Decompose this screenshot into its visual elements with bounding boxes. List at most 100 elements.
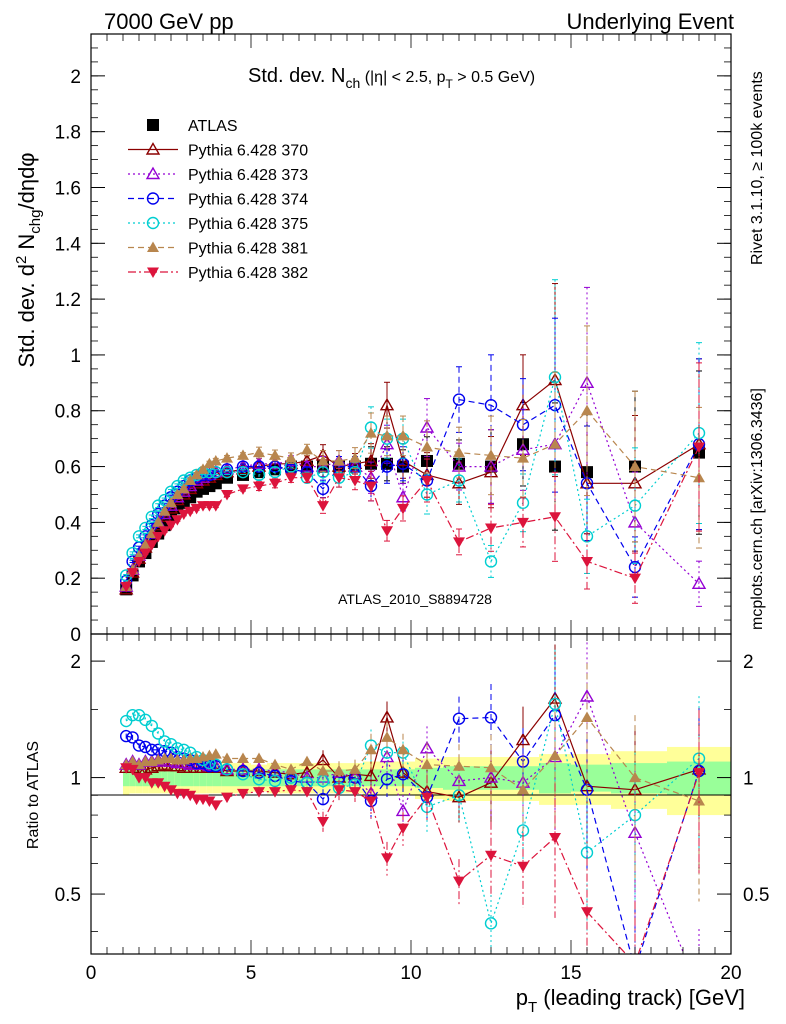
ratio-point [693,794,705,806]
data-point [171,515,184,526]
ratio-point [317,817,329,828]
data-point [379,397,395,411]
data-point [209,477,222,490]
data-point [220,465,234,479]
ratio-line-4 [125,716,700,802]
ratio-point [269,787,281,798]
data-point [253,446,265,458]
legend-label: Pythia 6.428 373 [188,167,308,184]
ratio-band-inner [167,769,175,787]
data-point [253,481,265,493]
data-point [171,488,184,499]
ratio-band-inner [193,769,200,787]
ratio-point [483,770,499,783]
ratio-point [365,743,377,755]
data-point [453,537,465,548]
ratio-point [629,959,641,970]
data-point [152,516,165,527]
data-point [237,449,249,460]
ratio-point [139,773,152,784]
data-point [165,496,177,508]
ratio-point [220,763,234,776]
main-title: Std. dev. Nch (|η| < 2.5, pT > 0.5 GeV) [248,65,535,91]
ratio-point [184,790,197,802]
ratio-ytick-label: 2 [70,652,81,673]
data-point [629,460,641,472]
main-ytick-label: 1.6 [55,178,81,199]
data-point [126,568,139,579]
data-point [581,404,593,416]
ratio-point [145,719,159,733]
data-point [158,505,171,516]
ratio-point [381,731,393,742]
ratio-line-1 [125,695,685,954]
data-point [381,526,393,537]
data-point [171,502,184,515]
data-point [209,501,222,512]
series-line-5 [125,409,700,587]
data-point [158,526,171,537]
data-point [451,475,467,489]
ratio-point [158,781,171,793]
ratio-point [236,764,250,778]
data-point [285,473,297,484]
legend-label: Pythia 6.428 381 [188,241,308,258]
ratio-band-inner [212,769,222,787]
ratio-point [349,763,361,774]
ratio-point [165,785,177,796]
legend-marker [147,267,159,278]
mcplots-label: mcplots.cern.ch [arXiv:1306.3436] [749,388,766,630]
ratio-point [693,768,705,779]
data-point [236,465,250,479]
legend-label: Pythia 6.428 375 [188,216,308,233]
ratio-ytick-label-right: 2 [743,652,754,673]
ratio-series-5 [120,710,705,970]
data-point [691,576,707,589]
legend-marker [146,192,160,205]
ratio-point [132,739,146,752]
ratio-point [126,731,139,744]
data-point [139,548,152,560]
main-series [118,279,707,607]
ratio-point [515,732,531,746]
ratio-series [118,642,707,970]
header-right: Underlying Event [566,9,734,34]
ratio-point [209,748,222,759]
main-ytick-label: 0.2 [55,569,81,590]
ratio-point [316,792,330,806]
y-axis-label: Std. dev. d2 Nchg/dηdφ [13,152,44,367]
ratio-point [139,740,152,754]
ratio-point [301,787,313,798]
main-ytick-label: 0.6 [55,458,81,479]
data-point [252,468,266,482]
legend-label: ATLAS [188,118,238,135]
data-point [421,476,433,487]
data-point [301,443,313,455]
data-point [421,441,433,452]
ratio-band-inner [155,769,162,787]
data-point [251,456,267,469]
ratio-point [119,729,133,743]
data-point [165,520,177,532]
ratio-band-inner [206,769,213,787]
x-tick-label: 15 [560,963,581,984]
legend-marker [145,166,161,180]
ratio-point [235,761,251,775]
legend-marker [146,216,160,230]
ratio-point [132,708,146,722]
header-left: 7000 GeV pp [104,9,234,34]
ratio-point [579,689,595,702]
legend-label: Pythia 6.428 382 [188,265,308,282]
ratio-ytick-label-right: 1 [743,769,754,790]
data-point [145,510,159,523]
data-point [628,499,642,512]
rivet-label: Rivet 3.1.10, ≥ 100k events [749,71,766,265]
series-1 [118,283,707,595]
legend-marker [147,241,159,252]
main-ytick-label: 2 [70,67,81,88]
data-point [184,506,197,518]
main-ytick-label: 1.8 [55,123,81,144]
legend-marker [145,142,161,155]
ratio-point [451,789,467,803]
main-ytick-label: 0.8 [55,402,81,423]
